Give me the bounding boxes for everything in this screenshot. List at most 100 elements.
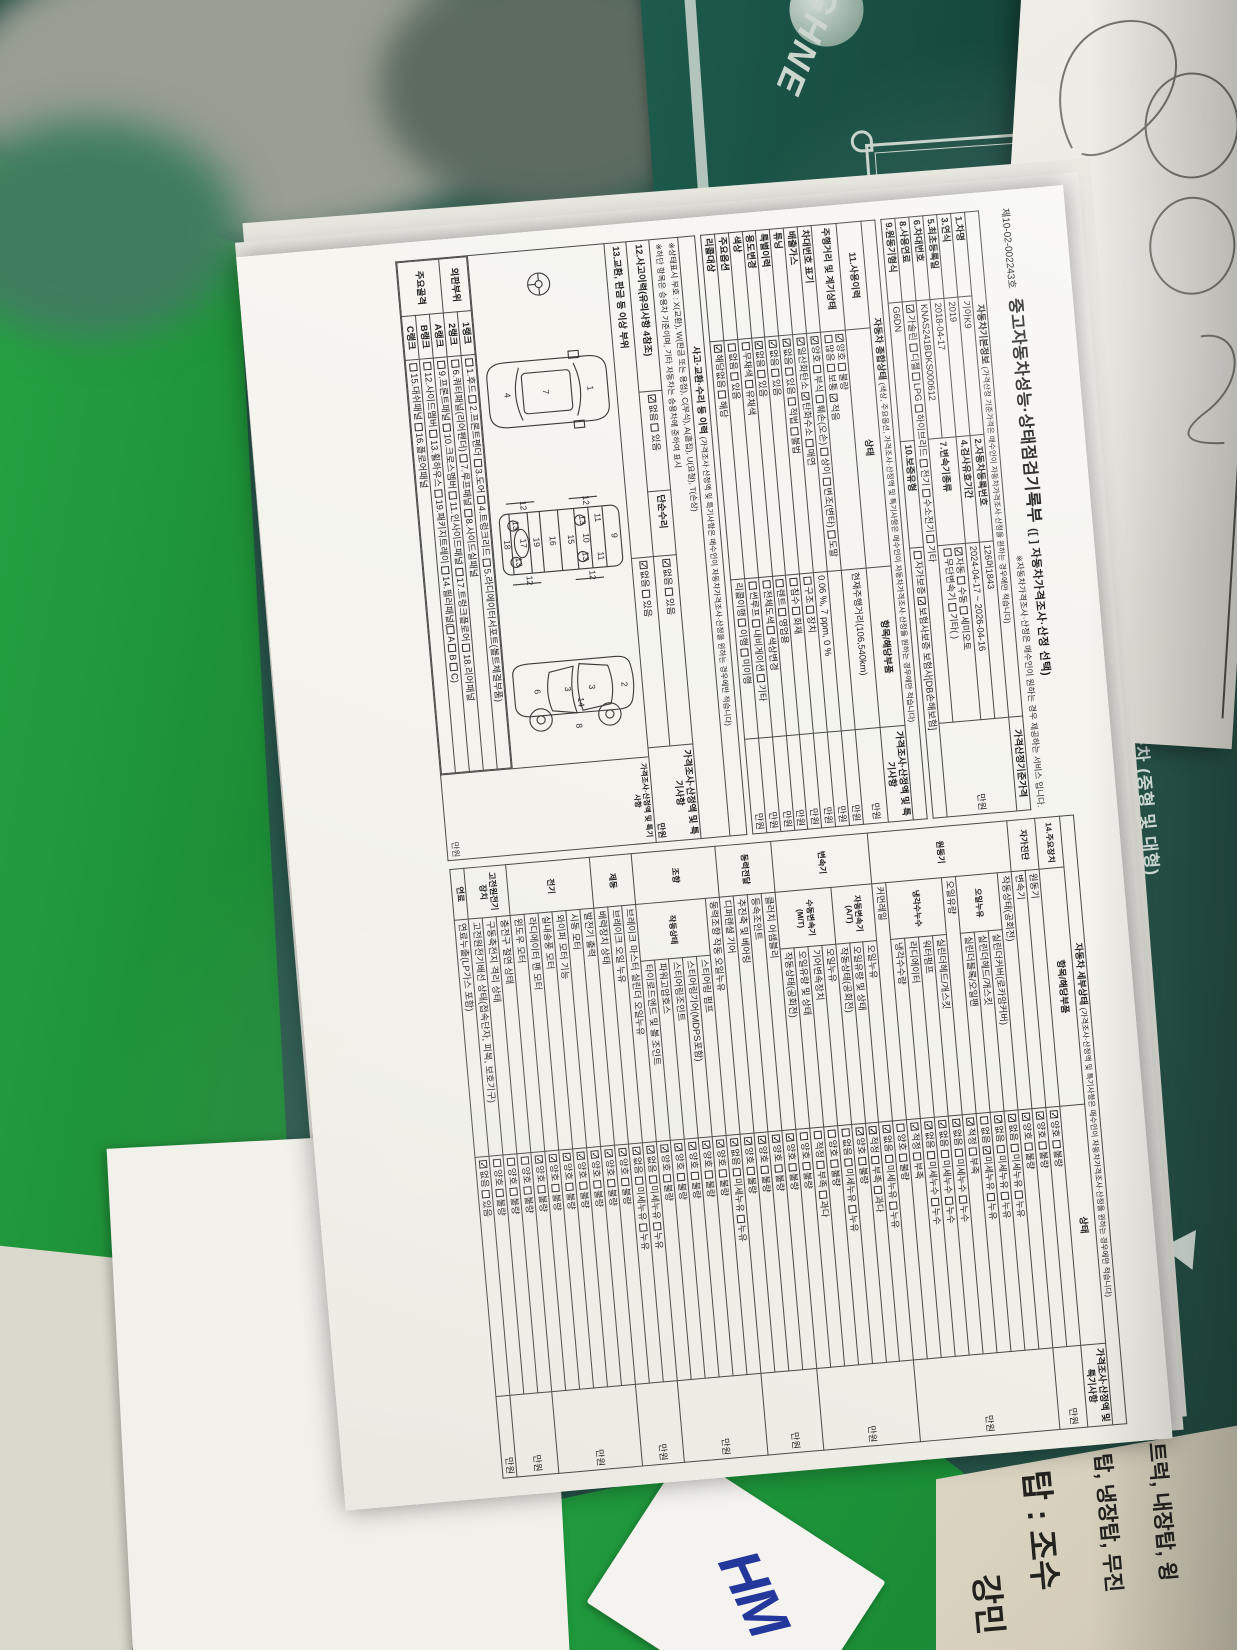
checkbox: [813, 364, 822, 374]
sub-group: 오일누유: [955, 872, 1003, 934]
diagram-part-number: 12: [518, 500, 529, 511]
checkbox: [476, 495, 486, 505]
checkbox: [790, 426, 800, 436]
checkbox: [662, 1173, 672, 1183]
sub-group: 작동상태: [635, 898, 711, 962]
diagram-part-number: 13: [510, 520, 521, 531]
diagram-part-number: 1: [585, 385, 595, 391]
checkbox-checked: ✓: [993, 1115, 1004, 1125]
diagram-part-number: 14: [576, 696, 587, 707]
checkbox: [652, 1221, 662, 1231]
checkbox: [727, 342, 736, 352]
checkbox: [789, 577, 799, 586]
checkbox: [942, 547, 952, 557]
checkbox: [440, 565, 450, 575]
checkbox: [751, 619, 760, 628]
checkbox: [507, 1157, 516, 1167]
checkbox: [896, 1123, 906, 1133]
checkbox: [775, 578, 785, 588]
checkbox-checked: ✓: [728, 1138, 740, 1148]
checkbox: [649, 423, 659, 433]
checkbox: [926, 534, 935, 544]
checkbox-checked: ✓: [638, 560, 649, 570]
checkbox: [829, 1159, 839, 1168]
checkbox-checked: ✓: [742, 1136, 754, 1147]
checkbox: [408, 362, 418, 372]
device-group: 자가진단: [1006, 818, 1040, 872]
device-group: 전기: [505, 857, 594, 916]
sub-group: 냉각수누수: [886, 877, 947, 940]
checkbox: [509, 1187, 519, 1196]
checkbox-checked: ✓: [795, 336, 807, 346]
checkbox: [799, 1132, 808, 1141]
checkbox: [803, 576, 813, 585]
checkbox: [565, 1182, 574, 1192]
checkbox: [620, 1177, 630, 1187]
checkbox-checked: ✓: [909, 1122, 921, 1132]
checkbox: [815, 1160, 825, 1170]
checkbox: [664, 587, 673, 597]
checkbox: [747, 580, 757, 590]
checkbox: [744, 379, 754, 389]
checkbox-checked: ✓: [659, 1144, 670, 1154]
checkbox: [889, 1200, 899, 1210]
checkbox-checked: ✓: [981, 1145, 993, 1156]
checkbox: [537, 1184, 547, 1194]
sub-group: 자동변속기(A/T): [830, 883, 878, 945]
checkbox: [765, 626, 775, 636]
checkbox: [996, 1144, 1006, 1154]
diagram-part-number: 2: [619, 681, 629, 687]
checkbox: [945, 1196, 954, 1205]
checkbox: [551, 1183, 561, 1193]
checkbox-checked: ✓: [1034, 1111, 1046, 1121]
checkbox: [927, 1150, 936, 1160]
checkbox-checked: ✓: [589, 1150, 601, 1160]
checkbox: [428, 429, 438, 439]
checkbox-checked: ✓: [809, 335, 821, 345]
checkbox: [737, 618, 746, 628]
checkbox: [792, 606, 801, 616]
checkbox: [739, 648, 749, 658]
checkbox-checked: ✓: [781, 337, 793, 348]
device-group: 조향: [631, 846, 720, 905]
checkbox: [520, 1156, 530, 1166]
checkbox: [414, 422, 423, 432]
checkbox: [482, 558, 491, 568]
checkbox: [958, 1194, 968, 1204]
diagram-part-number: 12: [524, 575, 535, 586]
checkbox: [641, 589, 651, 599]
checkbox: [757, 369, 767, 379]
device-group: 고전원전기장치: [464, 864, 511, 920]
checkbox-checked: ✓: [951, 1118, 963, 1128]
checkbox-checked: ✓: [533, 1155, 545, 1165]
checkbox: [436, 360, 446, 370]
checkbox-checked: ✓: [561, 1152, 573, 1163]
checkbox-checked: ✓: [965, 1117, 976, 1127]
checkbox-checked: ✓: [603, 1149, 615, 1159]
checkbox-checked: ✓: [1020, 1112, 1032, 1122]
folder-logo: GHNE: [767, 0, 849, 103]
checkbox: [1038, 1140, 1048, 1150]
checkbox-checked: ✓: [916, 596, 928, 607]
checkbox: [806, 605, 815, 615]
form-left-half: 제10-02-002243호 중고자동차성능·상태점검기록부 ([ ] 자동차가…: [395, 207, 1073, 862]
checkbox: [813, 1130, 822, 1140]
diagram-part-number: 18: [502, 539, 513, 550]
checkbox: [980, 1116, 989, 1125]
checkbox-checked: ✓: [854, 1127, 865, 1137]
checkbox: [422, 361, 432, 371]
checkbox-checked: ✓: [767, 339, 779, 349]
checkbox: [523, 1186, 533, 1195]
checkbox-checked: ✓: [756, 1135, 768, 1146]
checkbox: [434, 489, 443, 498]
diagram-part-number: 19: [531, 537, 542, 548]
checkbox: [956, 576, 966, 586]
price-unit-cell: 만원: [552, 1384, 643, 1474]
checkbox: [736, 1214, 746, 1224]
diagram-part-number: 11: [592, 512, 603, 522]
price-unit-cell: 만원: [449, 841, 462, 858]
checkbox: [648, 1175, 658, 1184]
checkbox-checked: ✓: [645, 1145, 656, 1155]
checkbox: [914, 403, 924, 413]
